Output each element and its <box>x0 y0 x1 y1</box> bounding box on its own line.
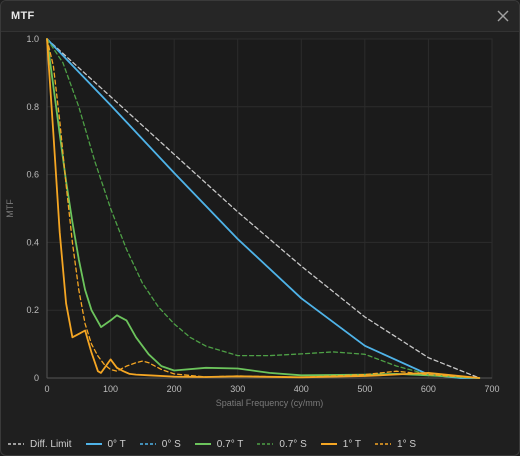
x-tick-label: 300 <box>230 384 245 394</box>
legend-swatch <box>8 443 24 445</box>
series-line-diff-limit <box>46 38 480 379</box>
x-tick-label: 500 <box>357 384 372 394</box>
legend-item[interactable]: 0.7° T <box>194 438 244 450</box>
y-axis-label: MTF <box>5 199 15 218</box>
legend-label: 0.7° S <box>279 438 307 450</box>
y-tick-label: 0.2 <box>26 305 39 315</box>
legend-item[interactable]: 0.7° S <box>256 438 307 450</box>
legend-label: 1° T <box>342 438 362 450</box>
series-line-0-7-t <box>46 38 481 379</box>
legend-label: 0° T <box>107 438 126 450</box>
x-tick-label: 100 <box>103 384 118 394</box>
x-tick-label: 400 <box>294 384 309 394</box>
legend-swatch <box>85 443 102 445</box>
y-tick-label: 0.6 <box>26 170 39 180</box>
legend-swatch <box>375 443 392 445</box>
legend-swatch <box>257 443 274 445</box>
x-tick-label: 200 <box>167 384 182 394</box>
legend-label: 0.7° T <box>216 438 244 450</box>
x-axis-label: Spatial Frequency (cy/mm) <box>216 398 324 408</box>
window-title: MTF <box>11 10 35 22</box>
x-tick-label: 600 <box>421 384 436 394</box>
legend-label: 0° S <box>161 438 181 450</box>
series-line-0-7-s <box>46 38 480 379</box>
y-tick-label: 0.4 <box>26 237 39 247</box>
legend-item[interactable]: 0° T <box>85 439 126 450</box>
y-tick-label: 0 <box>34 373 39 383</box>
legend-item[interactable]: 0° S <box>139 439 181 450</box>
legend-swatch <box>139 443 156 445</box>
close-icon[interactable] <box>495 8 511 24</box>
legend-label: 1° S <box>397 438 417 450</box>
x-tick-label: 0 <box>44 384 49 394</box>
legend-item[interactable]: 1° S <box>374 439 416 450</box>
plot-area <box>46 38 493 379</box>
x-tick-label: 700 <box>484 384 499 394</box>
legend-item[interactable]: 1° T <box>320 439 361 450</box>
title-bar: MTF <box>1 1 519 32</box>
y-tick-label: 0.8 <box>26 102 39 112</box>
legend-label: Diff. Limit <box>30 438 72 450</box>
legend-swatch <box>194 443 211 445</box>
legend-item[interactable]: Diff. Limit <box>7 439 72 450</box>
y-tick-label: 1.0 <box>26 34 39 44</box>
mtf-chart: 0 100 200 300 400 500 600 700 0 0.2 0.4 0.6 0.8 1.0 Sp… <box>5 34 500 408</box>
chart-legend: Diff. Limit 0° T 0° S 0.7° T 0.7° S 1° T 1° S <box>1 435 519 453</box>
series-line-1-s <box>46 38 480 379</box>
legend-swatch <box>320 443 337 445</box>
